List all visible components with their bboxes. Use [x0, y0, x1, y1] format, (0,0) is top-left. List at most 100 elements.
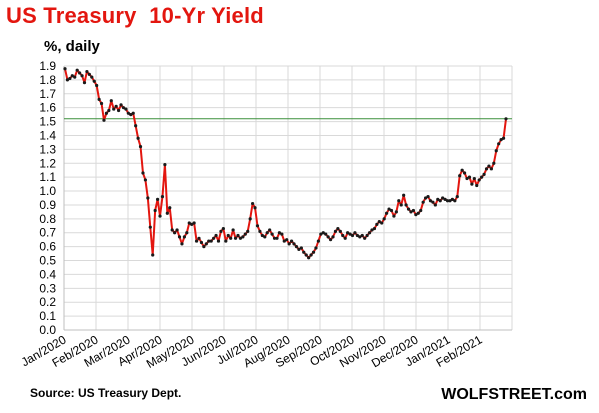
y-tick-label: 1.4: [39, 128, 56, 142]
data-point: [475, 183, 479, 188]
data-point: [192, 221, 196, 225]
data-point: [431, 200, 435, 204]
data-point: [270, 232, 274, 236]
data-point: [289, 239, 294, 243]
data-point: [445, 199, 450, 203]
data-point: [80, 74, 84, 78]
data-point: [75, 68, 79, 72]
data-point: [119, 103, 123, 107]
data-point: [177, 235, 182, 239]
data-point: [304, 253, 308, 257]
data-point: [365, 233, 369, 238]
y-tick-label: 0.2: [39, 295, 56, 309]
data-point: [187, 221, 191, 225]
data-point: [277, 231, 282, 235]
data-point: [350, 233, 355, 238]
data-point: [421, 200, 425, 204]
data-point: [114, 104, 118, 108]
data-point: [138, 144, 143, 149]
data-point: [207, 239, 211, 243]
data-point: [465, 176, 469, 181]
data-point: [151, 253, 155, 257]
y-tick-label: 0.5: [39, 254, 56, 268]
data-point: [397, 199, 401, 203]
data-point: [375, 222, 379, 226]
data-point: [229, 236, 233, 240]
data-point: [163, 163, 167, 167]
data-point: [165, 211, 169, 215]
data-point: [324, 232, 328, 236]
data-point: [92, 79, 96, 83]
chart-title: US Treasury 10-Yr Yield: [6, 3, 264, 28]
data-point: [423, 196, 428, 200]
data-point: [226, 233, 230, 238]
data-point: [112, 107, 116, 111]
y-tick-label: 1.0: [39, 184, 56, 198]
data-point: [316, 239, 320, 243]
y-axis-unit-label: %, daily: [44, 38, 100, 55]
data-point: [248, 217, 252, 221]
data-point: [331, 235, 335, 239]
data-point: [438, 199, 442, 203]
data-point: [453, 199, 457, 203]
y-tick-label: 1.9: [39, 59, 56, 73]
data-point: [358, 235, 362, 239]
data-point: [236, 233, 240, 238]
data-point: [260, 233, 264, 238]
data-point: [299, 246, 303, 250]
data-point: [180, 242, 184, 246]
data-point: [251, 201, 255, 206]
data-point: [199, 240, 204, 245]
data-point: [370, 228, 374, 232]
data-point: [219, 229, 223, 233]
data-point: [90, 75, 94, 79]
data-point: [221, 226, 225, 231]
data-point: [102, 118, 106, 122]
data-point: [458, 174, 462, 178]
data-point: [282, 239, 286, 243]
data-point: [314, 246, 318, 250]
data-point: [443, 197, 447, 201]
data-point: [182, 235, 186, 239]
y-tick-label: 0.0: [39, 323, 56, 337]
data-point: [477, 178, 481, 182]
data-point: [265, 231, 269, 235]
data-point: [82, 81, 87, 85]
data-point: [382, 217, 386, 221]
data-point: [241, 235, 245, 239]
data-point: [380, 221, 384, 225]
data-point: [194, 239, 199, 243]
data-point: [472, 176, 476, 181]
data-point: [499, 138, 503, 142]
data-point: [328, 238, 333, 242]
data-point: [126, 111, 130, 115]
data-point: [70, 74, 74, 78]
data-point: [121, 106, 126, 110]
data-point: [448, 199, 452, 203]
data-point: [321, 231, 325, 235]
data-point: [158, 214, 162, 218]
data-point: [253, 206, 257, 210]
data-point: [411, 208, 416, 213]
data-point: [136, 136, 140, 140]
data-point: [367, 231, 372, 235]
data-point: [414, 213, 418, 217]
y-tick-label: 1.7: [39, 87, 56, 101]
data-point: [494, 149, 498, 153]
data-point: [426, 195, 430, 199]
data-point: [394, 210, 398, 214]
data-point: [141, 171, 145, 175]
data-point: [168, 206, 172, 210]
y-tick-label: 0.9: [39, 198, 56, 212]
data-point: [441, 196, 445, 200]
data-point: [258, 229, 262, 233]
y-tick-label: 0.6: [39, 240, 56, 254]
data-point: [497, 142, 501, 146]
data-point: [285, 238, 289, 242]
y-tick-label: 1.1: [39, 170, 56, 184]
data-point: [146, 196, 150, 200]
data-point: [197, 236, 201, 240]
data-point: [392, 214, 396, 218]
data-point: [204, 242, 208, 246]
